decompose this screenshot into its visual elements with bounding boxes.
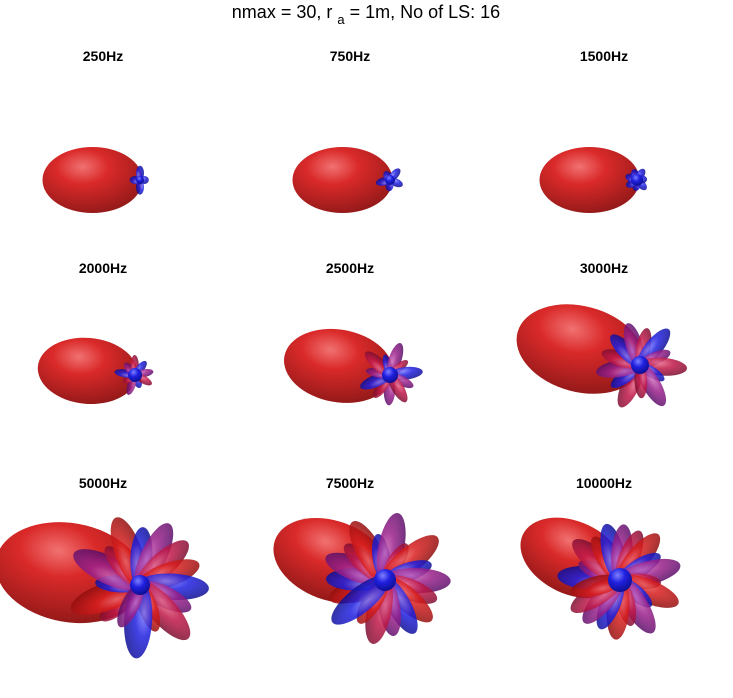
- panel-label: 250Hz: [83, 48, 123, 64]
- title-text: = 1m, No of LS: 16: [350, 2, 501, 22]
- hub: [136, 176, 144, 184]
- panel: 5000Hz: [0, 475, 209, 659]
- panel-label: 2000Hz: [79, 260, 127, 276]
- main-lobe: [539, 147, 640, 213]
- hub: [631, 356, 649, 374]
- title-subscript: a: [337, 12, 345, 27]
- hub: [385, 175, 395, 185]
- panel-label: 5000Hz: [79, 475, 127, 491]
- panel: 10000Hz: [520, 475, 681, 640]
- panel: 7500Hz: [273, 475, 451, 644]
- panel-label: 3000Hz: [580, 260, 628, 276]
- panel-label: 7500Hz: [326, 475, 374, 491]
- panel-label: 750Hz: [330, 48, 370, 64]
- side-lobe: [331, 575, 389, 625]
- main-lobe: [292, 147, 393, 213]
- hub: [382, 367, 398, 383]
- hub: [374, 569, 396, 591]
- panels: 250Hz 750Hz 1500Hz 2000Hz 2500Hz 3000Hz 5000Hz…: [0, 48, 687, 659]
- panel-label: 1500Hz: [580, 48, 628, 64]
- hub: [608, 568, 632, 592]
- panel: 3000Hz: [516, 260, 687, 408]
- title-text: nmax = 30, r: [232, 2, 333, 22]
- panel: 750Hz: [292, 48, 403, 213]
- panel-label: 2500Hz: [326, 260, 374, 276]
- panel-label: 10000Hz: [576, 475, 632, 491]
- hub: [128, 368, 142, 382]
- panel: 2000Hz: [37, 260, 154, 405]
- main-lobe: [37, 337, 138, 405]
- title: nmax = 30, r a = 1m, No of LS: 16: [232, 2, 500, 28]
- hub: [130, 575, 150, 595]
- panel: 250Hz: [42, 48, 149, 213]
- hub: [631, 174, 643, 186]
- main-lobe: [42, 147, 143, 213]
- panel: 2500Hz: [284, 260, 423, 406]
- panel: 1500Hz: [539, 48, 648, 213]
